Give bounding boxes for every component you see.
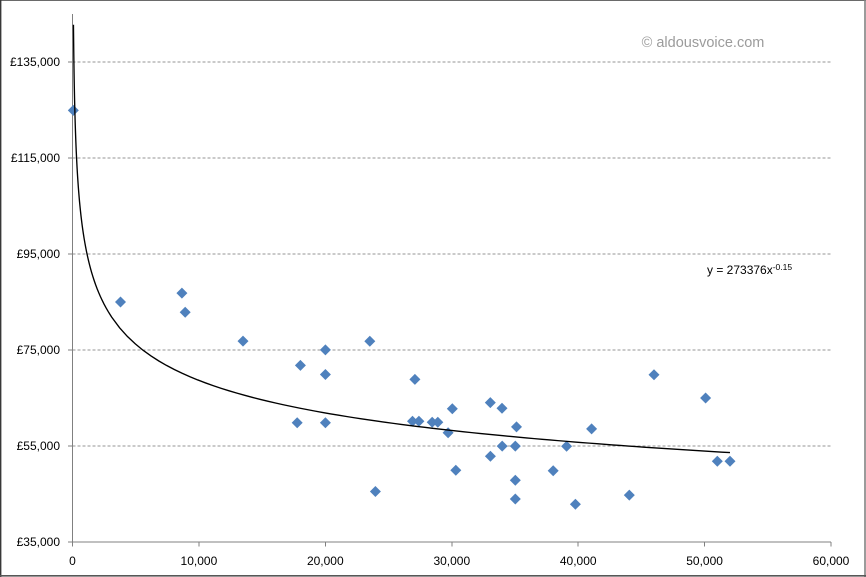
svg-text:40,000: 40,000: [560, 554, 597, 568]
svg-text:20,000: 20,000: [307, 554, 344, 568]
svg-text:50,000: 50,000: [686, 554, 723, 568]
svg-text:© aldousvoice.com: © aldousvoice.com: [642, 35, 765, 51]
svg-text:£55,000: £55,000: [17, 439, 61, 453]
svg-text:30,000: 30,000: [433, 554, 470, 568]
svg-text:0: 0: [69, 554, 76, 568]
svg-text:£115,000: £115,000: [11, 151, 60, 165]
svg-text:y = 273376x-0.15: y = 273376x-0.15: [707, 262, 792, 277]
svg-text:£95,000: £95,000: [17, 247, 61, 261]
svg-text:£75,000: £75,000: [17, 343, 61, 357]
svg-text:10,000: 10,000: [181, 554, 218, 568]
svg-text:£35,000: £35,000: [17, 535, 61, 549]
svg-text:£135,000: £135,000: [10, 55, 60, 69]
svg-text:60,000: 60,000: [813, 554, 850, 568]
